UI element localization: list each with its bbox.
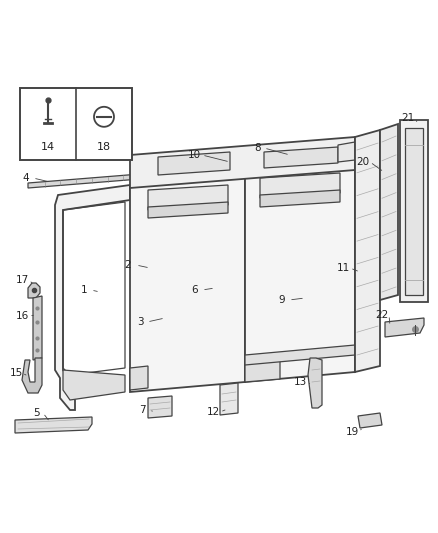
Polygon shape [338,142,355,162]
Text: 14: 14 [41,142,55,152]
Text: 17: 17 [15,275,28,285]
Text: 13: 13 [293,377,307,387]
Text: 18: 18 [97,142,111,152]
Polygon shape [405,128,423,295]
Polygon shape [148,202,228,218]
Text: 1: 1 [81,285,87,295]
Polygon shape [400,120,428,302]
Text: 10: 10 [187,150,201,160]
Polygon shape [130,366,148,390]
Polygon shape [264,147,338,168]
Polygon shape [158,152,230,175]
Polygon shape [260,173,340,198]
Polygon shape [260,190,340,207]
Text: 4: 4 [23,173,29,183]
Text: 22: 22 [375,310,389,320]
Text: 21: 21 [401,113,415,123]
Text: 19: 19 [346,427,359,437]
Polygon shape [63,370,125,400]
Polygon shape [355,130,380,372]
Polygon shape [148,185,228,210]
Polygon shape [28,283,40,298]
Polygon shape [55,185,130,410]
Text: 8: 8 [254,143,261,153]
Polygon shape [220,383,238,415]
Text: 11: 11 [336,263,350,273]
Polygon shape [245,359,280,382]
Text: 15: 15 [9,368,23,378]
Text: 3: 3 [137,317,143,327]
Polygon shape [130,137,355,188]
Polygon shape [358,413,382,428]
Text: 9: 9 [279,295,285,305]
Text: 12: 12 [206,407,219,417]
Bar [20,88,132,160]
Polygon shape [33,296,42,360]
Text: 6: 6 [192,285,198,295]
Polygon shape [148,396,172,418]
Polygon shape [308,358,322,408]
Text: 20: 20 [357,157,370,167]
Polygon shape [28,174,140,188]
Text: 2: 2 [125,260,131,270]
Text: 5: 5 [33,408,39,418]
Polygon shape [15,417,92,433]
Polygon shape [245,345,355,365]
Polygon shape [380,124,398,300]
Polygon shape [22,358,42,393]
Text: 7: 7 [139,405,145,415]
Polygon shape [385,318,424,337]
Polygon shape [178,153,319,169]
Text: 16: 16 [15,311,28,321]
Polygon shape [245,165,355,382]
Polygon shape [130,175,245,392]
